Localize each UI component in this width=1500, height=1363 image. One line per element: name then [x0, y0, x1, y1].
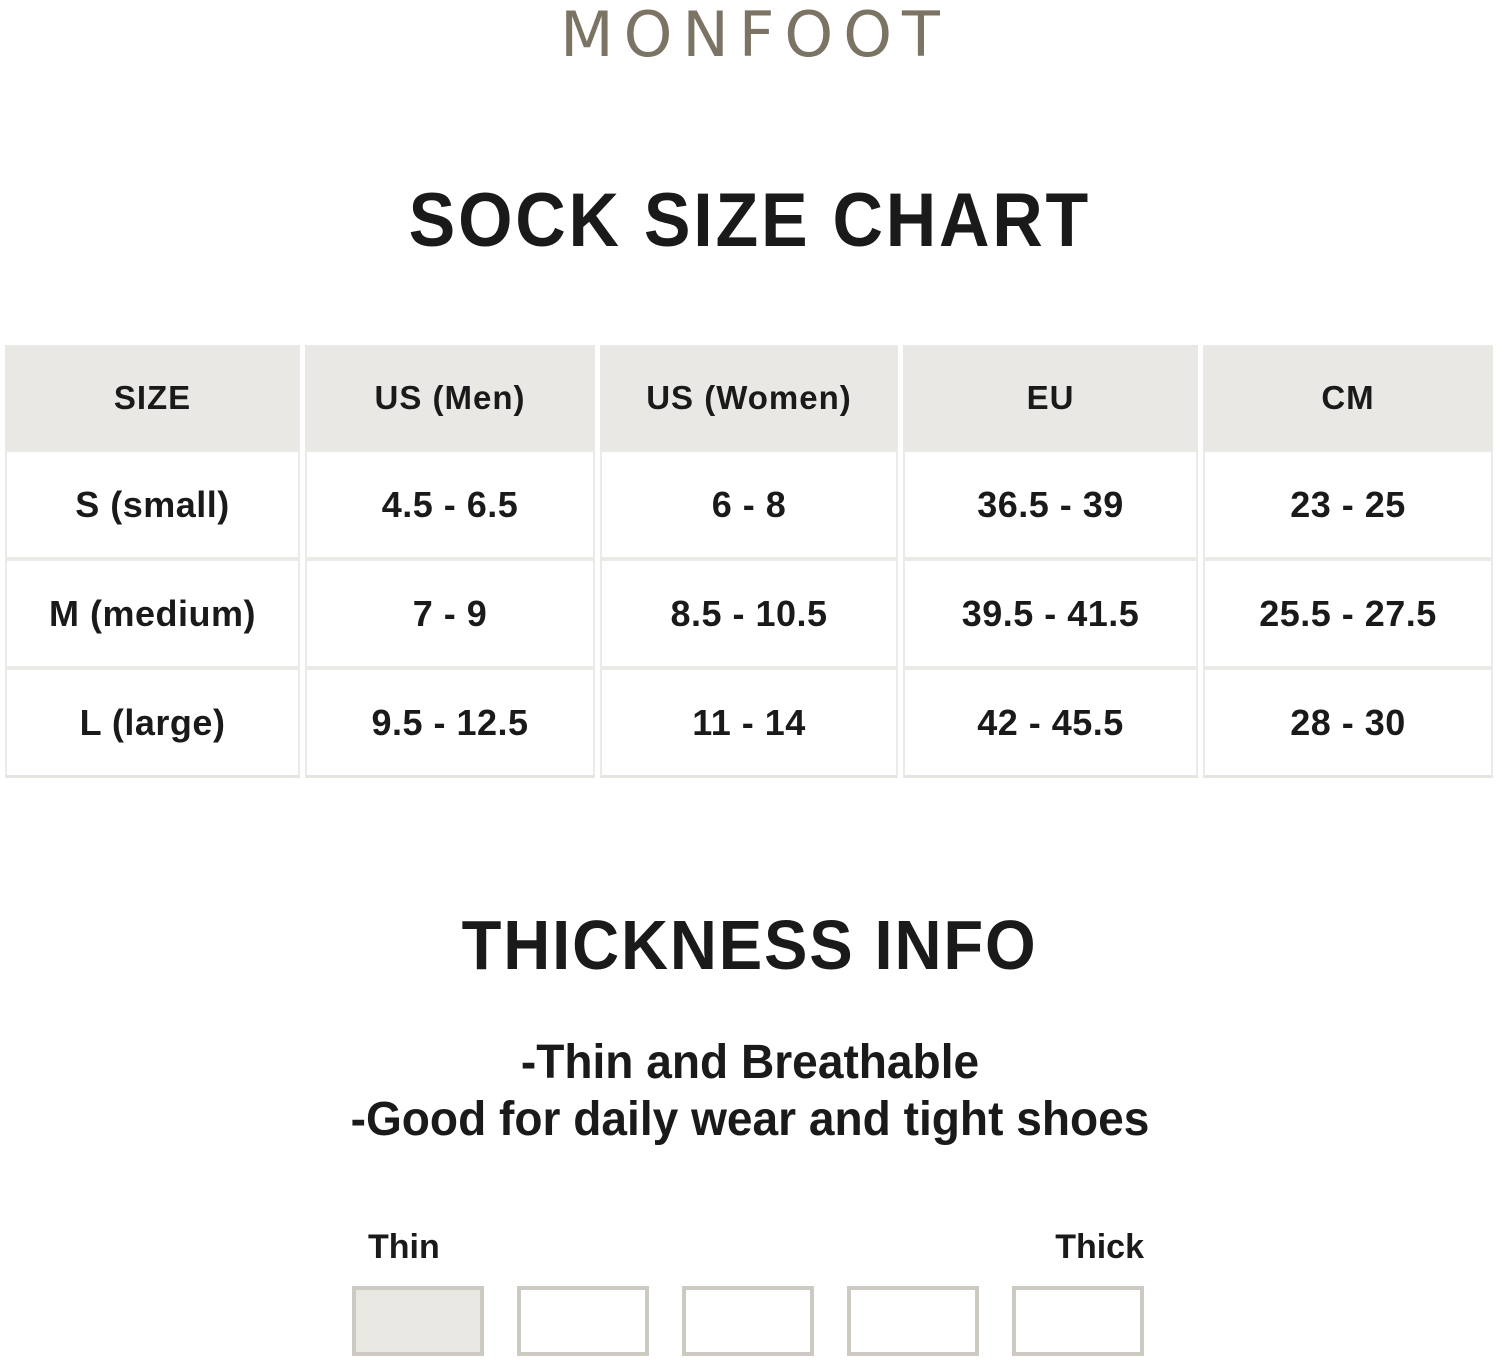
- table-row: S (small) 4.5 - 6.5 6 - 8 36.5 - 39 23 -…: [5, 450, 1493, 559]
- cell-us-men: 4.5 - 6.5: [305, 450, 595, 559]
- thickness-title-wrap: THICKNESS INFO: [0, 905, 1500, 985]
- cell-us-women: 11 - 14: [600, 668, 898, 778]
- scale-box-4: [847, 1286, 979, 1356]
- cell-us-women: 8.5 - 10.5: [600, 559, 898, 668]
- cell-eu: 42 - 45.5: [903, 668, 1198, 778]
- cell-eu: 39.5 - 41.5: [903, 559, 1198, 668]
- cell-size: S (small): [5, 450, 300, 559]
- scale-label-thin: Thin: [368, 1228, 440, 1266]
- scale-box-5: [1012, 1286, 1144, 1356]
- cell-us-men: 7 - 9: [305, 559, 595, 668]
- page-title-wrap: SOCK SIZE CHART: [0, 177, 1500, 264]
- cell-cm: 23 - 25: [1203, 450, 1493, 559]
- cell-us-women: 6 - 8: [600, 450, 898, 559]
- column-header-size: SIZE: [5, 345, 300, 450]
- scale-box-2: [517, 1286, 649, 1356]
- scale-box-1: [352, 1286, 484, 1356]
- column-header-eu: EU: [903, 345, 1198, 450]
- brand-name: MONFOOT: [560, 0, 950, 71]
- thickness-scale-labels: Thin Thick: [352, 1228, 1152, 1272]
- scale-box-3: [682, 1286, 814, 1356]
- table-row: L (large) 9.5 - 12.5 11 - 14 42 - 45.5 2…: [5, 668, 1493, 778]
- page-title: SOCK SIZE CHART: [408, 178, 1092, 264]
- cell-size: L (large): [5, 668, 300, 778]
- cell-cm: 28 - 30: [1203, 668, 1493, 778]
- size-chart-table: SIZE US (Men) US (Women) EU CM S (small)…: [0, 345, 1498, 778]
- cell-size: M (medium): [5, 559, 300, 668]
- brand-header: MONFOOT: [0, 0, 1500, 67]
- thickness-scale: Thin Thick: [352, 1228, 1152, 1356]
- table-row: M (medium) 7 - 9 8.5 - 10.5 39.5 - 41.5 …: [5, 559, 1493, 668]
- thickness-bullet-2: -Good for daily wear and tight shoes: [350, 1092, 1150, 1146]
- thickness-bullet-1: -Thin and Breathable: [520, 1036, 980, 1089]
- size-chart-table-wrap: SIZE US (Men) US (Women) EU CM S (small)…: [5, 345, 1494, 778]
- column-header-cm: CM: [1203, 345, 1493, 450]
- cell-eu: 36.5 - 39: [903, 450, 1198, 559]
- scale-label-thick: Thick: [1055, 1228, 1144, 1266]
- thickness-scale-boxes: [352, 1286, 1152, 1356]
- table-header-row: SIZE US (Men) US (Women) EU CM: [5, 345, 1493, 450]
- thickness-title: THICKNESS INFO: [462, 906, 1038, 984]
- column-header-us-men: US (Men): [305, 345, 595, 450]
- thickness-bullets: -Thin and Breathable -Good for daily wea…: [0, 1035, 1500, 1148]
- column-header-us-women: US (Women): [600, 345, 898, 450]
- cell-us-men: 9.5 - 12.5: [305, 668, 595, 778]
- cell-cm: 25.5 - 27.5: [1203, 559, 1493, 668]
